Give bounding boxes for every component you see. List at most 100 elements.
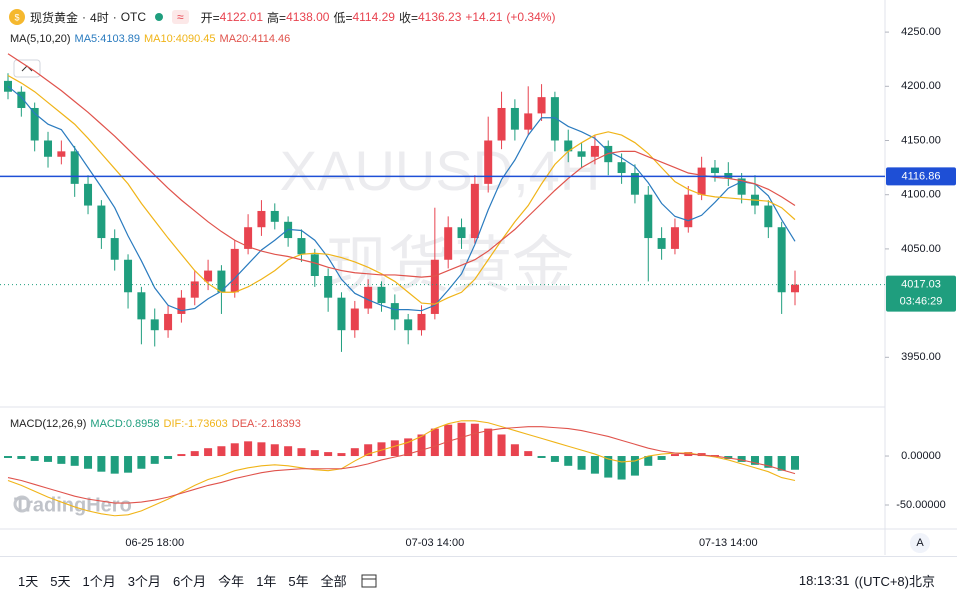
candle-body xyxy=(470,183,479,239)
macd-bar xyxy=(284,446,293,457)
candle-body xyxy=(510,107,519,130)
candle-body xyxy=(590,145,599,157)
open: 4122.01 xyxy=(219,10,264,24)
macd-bar xyxy=(44,456,53,462)
range-button[interactable]: 3个月 xyxy=(127,574,161,589)
x-tick-label: 06-25 18:00 xyxy=(125,537,184,549)
svg-text:$: $ xyxy=(14,12,19,22)
chart: XAUUSD,4H 现货黄金 TradingHero A 3950.00 4050… xyxy=(0,0,957,555)
candle-body xyxy=(17,91,26,108)
status-badge: ≈ xyxy=(172,10,189,24)
macd-bar xyxy=(524,451,533,457)
candle-body xyxy=(297,238,306,255)
macd-bar xyxy=(124,456,133,473)
collapse-button[interactable] xyxy=(13,59,41,78)
macd-legend-title: MACD(12,26,9) xyxy=(10,418,87,430)
macd-bar xyxy=(550,456,559,462)
candle-body xyxy=(737,178,746,195)
candle-body xyxy=(230,248,239,293)
candle-body xyxy=(57,151,66,157)
candle-body xyxy=(617,162,626,174)
candle-body xyxy=(657,238,666,249)
legend-value: -1.73603 xyxy=(184,418,228,430)
ma-line xyxy=(7,74,796,305)
macd-bar xyxy=(337,453,346,457)
timezone[interactable]: ((UTC+8)北京 xyxy=(854,574,935,589)
macd-bar xyxy=(564,456,573,466)
candle-body xyxy=(364,286,373,309)
candle-body xyxy=(564,140,573,152)
macd-bar xyxy=(417,434,426,457)
macd-bar xyxy=(4,456,12,458)
candle-body xyxy=(70,151,79,184)
macd-bar xyxy=(777,456,786,471)
legend-name: MA10: xyxy=(143,33,176,45)
candle-body xyxy=(644,194,653,239)
macd-bar xyxy=(110,456,119,474)
candle-body xyxy=(190,281,199,298)
separator: · xyxy=(112,10,117,24)
candle-body xyxy=(457,227,466,239)
macd-line xyxy=(7,420,796,517)
macd-bar xyxy=(630,456,639,476)
macd-bar xyxy=(164,456,173,459)
candle-body xyxy=(350,308,359,331)
candle-body xyxy=(137,292,146,320)
macd-bar xyxy=(297,448,306,457)
candle-body xyxy=(484,140,493,184)
range-button[interactable]: 1个月 xyxy=(82,574,116,589)
macd-bar xyxy=(377,442,386,457)
auto-scale-button[interactable] xyxy=(910,533,930,553)
candle-body xyxy=(164,313,173,331)
macd-bar xyxy=(190,451,199,457)
macd-bar xyxy=(484,428,493,457)
range-button[interactable]: 1年 xyxy=(256,574,277,589)
candle-body xyxy=(550,97,559,141)
macd-bar xyxy=(350,448,359,457)
legend-value: 4114.46 xyxy=(251,33,291,45)
interval: 4时 xyxy=(90,10,109,25)
ma-legend-title: MA(5,10,20) xyxy=(10,33,71,45)
toolbar: 1天 5天 1个月 3个月 6个月 今年 1年 5年 全部 18:13:31 ((UTC+8)北… xyxy=(0,556,957,603)
macd-line xyxy=(7,426,796,504)
separator: · xyxy=(82,10,87,24)
macd-bar xyxy=(537,456,546,458)
macd-bar xyxy=(510,444,519,457)
macd-bar xyxy=(150,456,159,464)
y-tick-label: 4100.00 xyxy=(901,189,941,201)
range-button[interactable]: 今年 xyxy=(218,574,245,589)
macd-bar xyxy=(390,440,399,457)
macd-bar xyxy=(577,456,586,470)
macd-bar xyxy=(137,456,146,469)
candle-body xyxy=(404,319,413,331)
macd-bar xyxy=(750,456,759,465)
macd-bar xyxy=(644,456,653,466)
price-label: 4017.03 xyxy=(901,279,941,291)
date-picker[interactable] xyxy=(357,571,383,591)
macd-bar xyxy=(230,443,239,457)
range-button[interactable]: 6个月 xyxy=(172,574,207,589)
auto-scale-label: A xyxy=(916,537,924,549)
candle-body xyxy=(390,303,399,320)
ma-line xyxy=(7,85,796,312)
macd-bar xyxy=(257,442,266,457)
range-button[interactable]: 1天 xyxy=(18,574,39,589)
candle-body xyxy=(697,167,706,195)
watermark: XAUUSD,4H xyxy=(280,139,601,202)
price-label-box xyxy=(886,275,956,312)
range-button[interactable]: 5年 xyxy=(288,574,309,589)
macd-bar xyxy=(604,456,613,478)
countdown: 03:46:29 xyxy=(900,296,943,308)
symbol: 现货黄金 xyxy=(30,10,79,25)
range-button[interactable]: 5天 xyxy=(50,574,71,589)
low-label: 低= xyxy=(333,10,353,25)
close-label: 收= xyxy=(398,10,418,25)
candle-body xyxy=(764,205,773,228)
candle-body xyxy=(110,238,119,260)
macd-bar xyxy=(404,438,413,457)
price-label-box xyxy=(886,167,956,186)
macd-bar xyxy=(364,444,373,457)
macd-value: 0.8958 xyxy=(125,418,160,430)
range-button[interactable]: 全部 xyxy=(320,574,347,589)
y-tick-label: 0.00000 xyxy=(901,450,941,462)
